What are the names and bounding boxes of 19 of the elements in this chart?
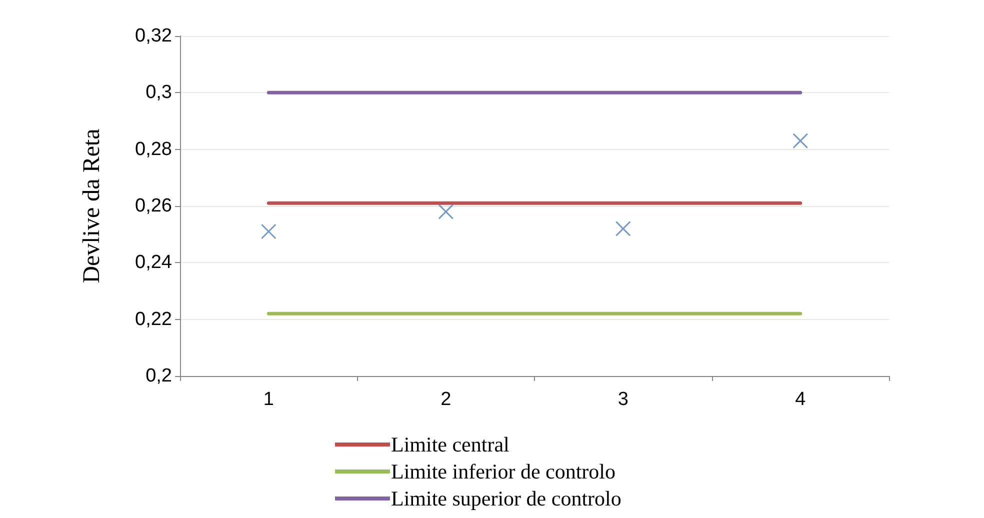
x-tick-label: 4 <box>795 389 806 410</box>
x-tick-label: 2 <box>440 389 452 410</box>
legend-label: Limite central <box>391 432 510 456</box>
y-tick-label: 0,26 <box>135 196 172 216</box>
point <box>792 133 808 149</box>
legend-label: Limite inferior de controlo <box>391 460 616 484</box>
point <box>260 224 276 240</box>
y-tick-label: 0,24 <box>135 252 172 274</box>
point <box>615 220 631 236</box>
y-tick-label: 0,2 <box>146 366 172 386</box>
x-tick-label: 1 <box>263 389 274 410</box>
x-tick-label: 3 <box>618 389 628 410</box>
y-axis-title: Devlive da Reta <box>79 128 105 284</box>
y-tick-label: 0,22 <box>135 308 172 330</box>
y-tick-label: 0,3 <box>146 82 172 104</box>
y-tick-label: 0,28 <box>135 138 172 160</box>
point <box>438 204 454 220</box>
legend-label: Limite superior de controlo <box>391 486 622 510</box>
y-tick-label: 0,32 <box>135 26 172 46</box>
